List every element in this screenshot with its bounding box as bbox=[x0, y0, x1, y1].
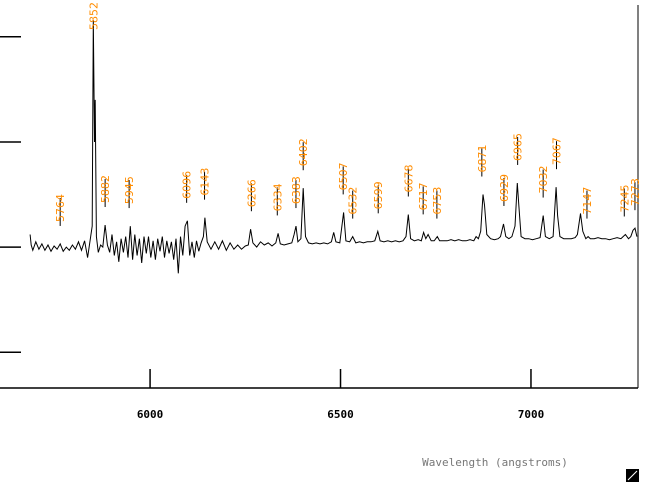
annotation-label: 6599 bbox=[372, 181, 385, 209]
x-axis-label: Wavelength (angstroms) bbox=[422, 456, 568, 469]
x-tick-label: 7000 bbox=[518, 408, 545, 421]
annotation-label: 6717 bbox=[417, 182, 430, 210]
annotation-label: 6532 bbox=[347, 187, 360, 215]
annotation-label: 7273 bbox=[629, 178, 642, 206]
annotation-label: 6678 bbox=[402, 165, 415, 193]
annotation-label: 7067 bbox=[550, 137, 563, 165]
annotation-label: 5882 bbox=[99, 175, 112, 203]
annotation-label: 7245 bbox=[618, 184, 631, 212]
resize-grip bbox=[626, 469, 639, 482]
annotation-label: 6929 bbox=[498, 174, 511, 202]
annotation-label: 5852 bbox=[88, 2, 101, 30]
annotation-label: 6753 bbox=[431, 187, 444, 215]
spectrum-line bbox=[29, 19, 638, 274]
annotation-label: 6507 bbox=[337, 162, 350, 190]
annotation-label: 5945 bbox=[123, 176, 136, 204]
annotation-label: 7147 bbox=[581, 187, 594, 215]
annotation-label: 6266 bbox=[245, 179, 258, 207]
annotation-label: 6402 bbox=[297, 138, 310, 166]
annotation-label: 6965 bbox=[512, 133, 525, 161]
annotation-label: 6096 bbox=[181, 171, 194, 199]
annotation-label: 6871 bbox=[476, 145, 489, 173]
annotation-label: 6383 bbox=[290, 176, 303, 204]
annotation-label: 6143 bbox=[199, 168, 212, 196]
x-tick-label: 6500 bbox=[327, 408, 354, 421]
x-tick-label: 6000 bbox=[137, 408, 164, 421]
annotation-label: 7032 bbox=[537, 166, 550, 194]
annotation-label: 5764 bbox=[54, 194, 67, 222]
annotation-label: 6334 bbox=[271, 183, 284, 211]
